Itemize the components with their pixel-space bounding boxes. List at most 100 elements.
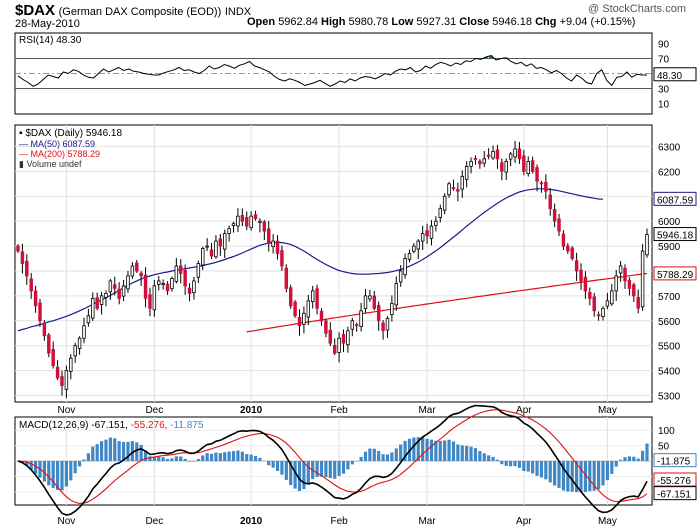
rsi-overbought-fill	[483, 57, 488, 59]
candle	[69, 354, 73, 380]
macd-hist-bar	[451, 441, 456, 461]
macd-hist-tag: -11.875	[657, 457, 691, 468]
candle-body-down	[561, 233, 566, 247]
macd-hist-bar	[73, 461, 77, 474]
candle	[82, 317, 86, 344]
price-tick: 6000	[658, 217, 681, 228]
candle	[25, 254, 29, 285]
candle-body-up	[86, 315, 91, 324]
candle	[196, 260, 201, 284]
macd-hist-bar	[108, 437, 112, 461]
macd-hist-bar	[381, 454, 385, 461]
candle-body-up	[249, 215, 253, 229]
candle-body-up	[69, 357, 73, 372]
macd-hist-bar	[192, 461, 196, 462]
candle	[469, 157, 473, 174]
candle	[557, 213, 561, 237]
macd-hist-bar	[157, 456, 161, 461]
price-tick: 6300	[658, 142, 681, 153]
candle-body-down	[51, 349, 55, 367]
candle	[205, 238, 209, 252]
candle-body-down	[117, 288, 121, 299]
macd-hist-bar	[469, 446, 473, 461]
candle-body-up	[82, 325, 86, 339]
candle-body-down	[16, 245, 20, 252]
macd-hist-bar	[601, 461, 605, 486]
candle	[214, 235, 218, 259]
macd-hist-bar	[183, 458, 187, 461]
candle	[636, 289, 640, 314]
candle	[209, 242, 214, 260]
candle-body-down	[148, 294, 152, 309]
candle	[438, 204, 442, 223]
macd-hist-bar	[412, 437, 416, 461]
candle	[368, 289, 372, 302]
candle-body-up	[513, 148, 517, 158]
candle-body-down	[495, 149, 500, 160]
candle	[618, 261, 623, 282]
candle-body-up	[438, 208, 442, 218]
macd-hist-bar	[350, 461, 354, 465]
candle-body-up	[403, 258, 407, 276]
candle	[319, 308, 324, 326]
close-value: 5946.18	[492, 16, 533, 28]
candle	[253, 210, 258, 221]
candle	[460, 170, 464, 198]
candle-body-down	[315, 288, 319, 309]
candle-body-down	[548, 194, 552, 210]
candle	[130, 262, 135, 279]
macd-hist-bar	[597, 461, 601, 490]
candle-body-up	[469, 160, 473, 167]
candle	[420, 225, 425, 251]
candle	[310, 285, 315, 309]
candle	[522, 149, 526, 176]
macd-hist-bar	[249, 454, 253, 461]
price-tick: 5600	[658, 317, 681, 328]
ma50-tag: 6087.59	[657, 195, 694, 206]
candle	[165, 281, 170, 295]
candle-body-up	[390, 302, 394, 315]
macd-hist-bar	[623, 457, 627, 461]
candle	[121, 279, 126, 302]
candle	[495, 144, 500, 169]
macd-hist-bar	[636, 458, 640, 461]
candle	[385, 316, 390, 338]
macd-hist-bar	[170, 458, 174, 461]
price-legend-ma50: — MA(50) 6087.59	[19, 139, 95, 149]
candle-body-up	[394, 283, 399, 306]
macd-hist-bar	[302, 461, 306, 490]
candle-body-up	[416, 240, 420, 250]
candle-body-down	[95, 297, 99, 309]
macd-hist-bar	[583, 461, 588, 493]
macd-hist-bar	[148, 456, 152, 461]
price-frame	[14, 124, 653, 403]
candle-body-down	[209, 249, 214, 257]
candle	[337, 332, 341, 363]
candle	[412, 243, 416, 254]
candle	[407, 249, 412, 263]
candle	[148, 287, 152, 317]
candle	[359, 302, 363, 332]
macd-hist-bar	[372, 448, 376, 461]
candle-body-down	[596, 314, 601, 317]
macd-hist-bar	[575, 461, 579, 493]
candle-body-down	[29, 278, 33, 292]
candle-body-down	[218, 238, 223, 247]
candle	[390, 295, 394, 322]
candle-body-down	[33, 290, 38, 307]
candle-body-down	[113, 284, 117, 289]
chg-label: Chg	[535, 16, 557, 28]
macd-hist-bar	[337, 461, 341, 476]
candle	[451, 179, 456, 191]
candle-body-down	[253, 214, 258, 220]
rsi-tick: 30	[658, 85, 670, 96]
price-legend-ma200: — MA(200) 5788.29	[19, 149, 100, 159]
macd-hist-bar	[544, 461, 548, 480]
candle	[60, 370, 64, 396]
candle	[566, 243, 570, 255]
candle	[614, 269, 618, 301]
macd-hist-bar	[421, 437, 425, 461]
macd-hist-bar	[227, 451, 231, 461]
macd-hist-bar	[403, 440, 407, 461]
candle	[192, 276, 196, 300]
